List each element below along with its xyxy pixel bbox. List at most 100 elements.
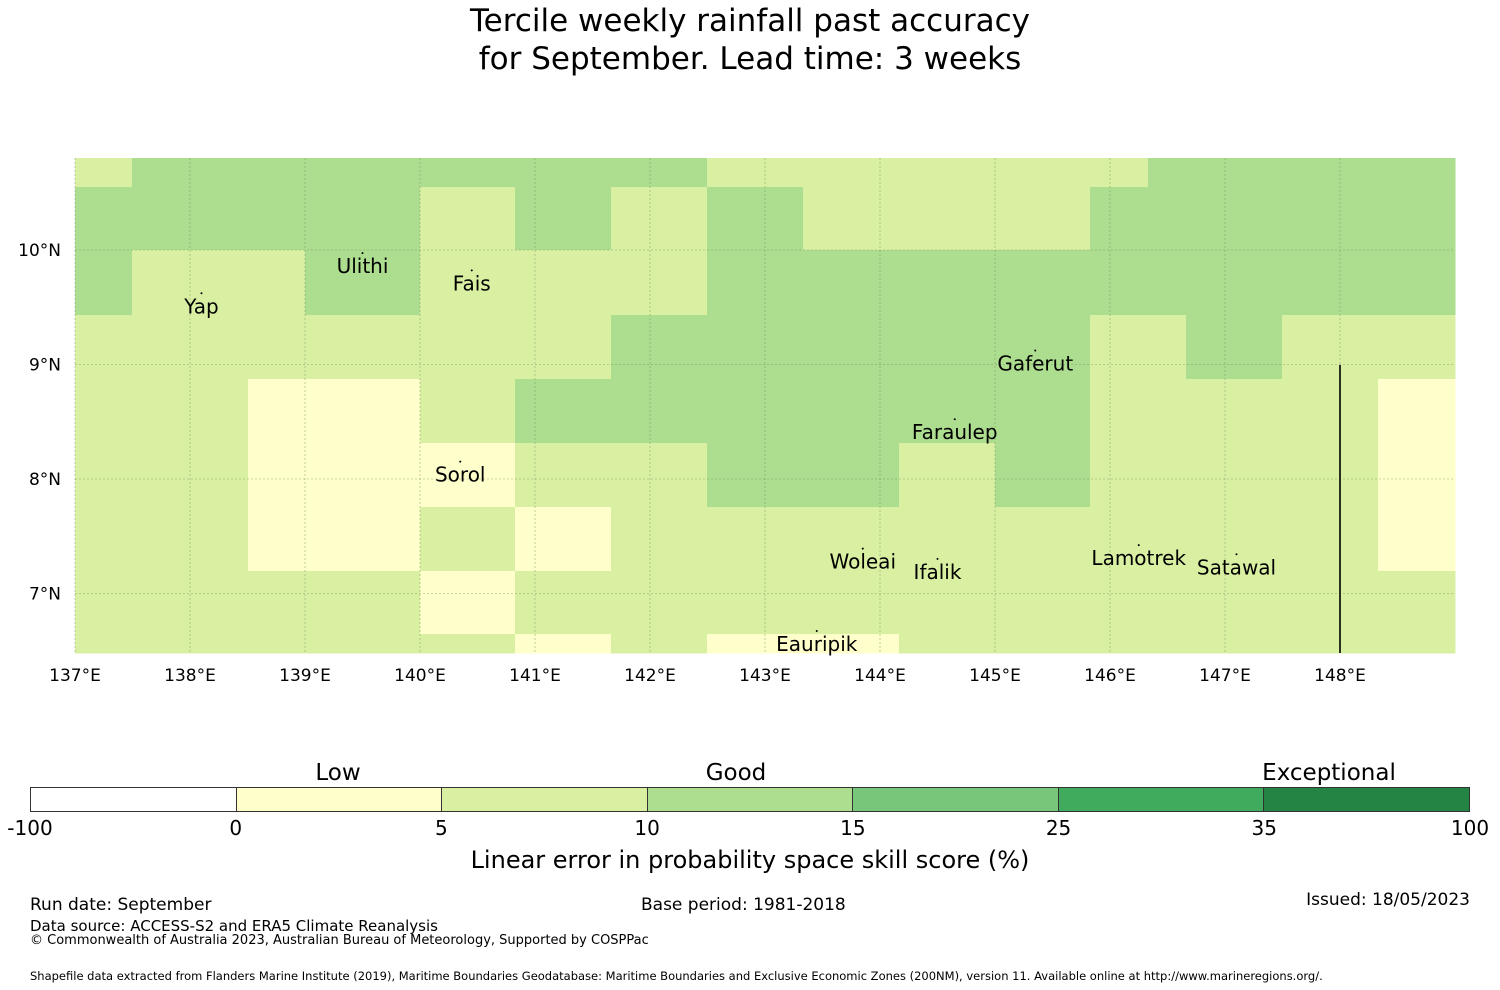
grid-cell <box>478 250 516 316</box>
grid-cell <box>573 158 612 188</box>
grid-cell <box>1148 634 1187 654</box>
grid-cell <box>707 379 766 444</box>
grid-cell <box>515 250 574 316</box>
grid-cell <box>190 315 249 380</box>
grid-cell <box>75 187 133 251</box>
grid-cell <box>420 250 479 316</box>
grid-cell <box>803 571 861 635</box>
grid-cell <box>190 571 249 635</box>
base-period: Base period: 1981-2018 <box>641 895 846 915</box>
place-label-yap: Yap <box>183 294 218 318</box>
grid-cell <box>1090 158 1149 188</box>
grid-cell <box>363 315 421 380</box>
grid-cell <box>75 634 133 654</box>
grid-cell <box>1282 187 1341 251</box>
grid-cell <box>1186 250 1244 316</box>
grid-cell <box>248 158 306 188</box>
grid-cell <box>765 158 804 188</box>
island-marker <box>361 252 364 255</box>
grid-cell <box>248 634 306 654</box>
grid-cell <box>1243 379 1283 444</box>
issued-date: Issued: 18/05/2023 <box>1306 890 1470 910</box>
grid-cell <box>515 443 574 508</box>
grid-cell <box>955 634 996 654</box>
colorbar-segment <box>442 788 648 811</box>
longitude-tick-label: 138°E <box>164 666 216 686</box>
grid-cell <box>650 315 708 380</box>
longitude-tick-label: 144°E <box>854 666 906 686</box>
grid-cell <box>995 571 1053 635</box>
grid-cell <box>650 443 708 508</box>
longitude-tick-label: 143°E <box>739 666 791 686</box>
longitude-tick-label: 148°E <box>1314 666 1366 686</box>
grid-cell <box>1186 634 1244 654</box>
grid-cell <box>75 507 133 572</box>
latitude-ticks: 10°N 9°N 8°N 7°N <box>18 241 61 605</box>
grid-cell <box>1148 315 1187 380</box>
latitude-tick-label: 8°N <box>29 470 61 490</box>
longitude-tick-label: 139°E <box>279 666 331 686</box>
grid-cell <box>1282 315 1341 380</box>
colorbar-segment <box>1058 788 1265 811</box>
place-label-woleai: Woleai <box>829 550 896 574</box>
data-source: Data source: ACCESS-S2 and ERA5 Climate … <box>30 917 438 935</box>
place-label-eauripik: Eauripik <box>776 632 858 656</box>
grid-cell <box>248 315 306 380</box>
grid-cell <box>765 443 804 508</box>
grid-cell <box>420 379 479 444</box>
longitude-tick-label: 141°E <box>509 666 561 686</box>
grid-cell <box>132 158 191 188</box>
grid-cell <box>190 634 249 654</box>
grid-cell <box>1243 158 1283 188</box>
grid-cell <box>1282 158 1341 188</box>
grid-cell <box>190 250 249 316</box>
island-marker <box>1137 544 1140 547</box>
grid-cell <box>765 507 804 572</box>
grid-cell <box>478 379 516 444</box>
grid-cell <box>995 443 1053 508</box>
grid-cell <box>478 571 516 635</box>
grid-cell <box>478 634 516 654</box>
grid-cell <box>650 634 708 654</box>
grid-cell <box>305 507 364 572</box>
grid-cell <box>248 379 306 444</box>
grid-cell <box>573 443 612 508</box>
grid-cell <box>478 187 516 251</box>
grid-cell <box>305 250 364 316</box>
grid-cell <box>573 507 612 572</box>
grid-cell <box>420 507 479 572</box>
grid-cell <box>1186 187 1244 251</box>
grid-cell <box>1090 507 1149 572</box>
grid-cell <box>611 379 651 444</box>
grid-cell <box>707 250 766 316</box>
grid-cell <box>248 571 306 635</box>
grid-cell <box>132 443 191 508</box>
grid-cell <box>1148 443 1187 508</box>
island-marker <box>200 292 203 295</box>
title-line-1: Tercile weekly rainfall past accuracy <box>470 3 1030 39</box>
grid-cell <box>1243 571 1283 635</box>
grid-cell <box>1340 158 1379 188</box>
grid-cell <box>1090 315 1149 380</box>
grid-cell <box>1340 379 1379 444</box>
grid-cell <box>1282 634 1341 654</box>
grid-cell <box>765 634 804 654</box>
grid-cell <box>1186 379 1244 444</box>
grid-cell <box>248 507 306 572</box>
grid-cell <box>611 158 651 188</box>
grid-cell <box>955 158 996 188</box>
colorbar-segment <box>647 788 854 811</box>
grid-cell <box>899 443 956 508</box>
grid-cell <box>132 315 191 380</box>
grid-cell <box>955 507 996 572</box>
longitude-tick-label: 137°E <box>49 666 101 686</box>
grid-cell <box>650 379 708 444</box>
grid-cell <box>803 158 861 188</box>
grid-cell <box>1243 315 1283 380</box>
grid-cell <box>515 158 574 188</box>
grid-cell <box>1148 571 1187 635</box>
colorbar-tick-label: -100 <box>7 816 53 840</box>
grid-cell <box>1378 571 1456 635</box>
grid-cell <box>132 250 191 316</box>
grid-cell <box>190 379 249 444</box>
